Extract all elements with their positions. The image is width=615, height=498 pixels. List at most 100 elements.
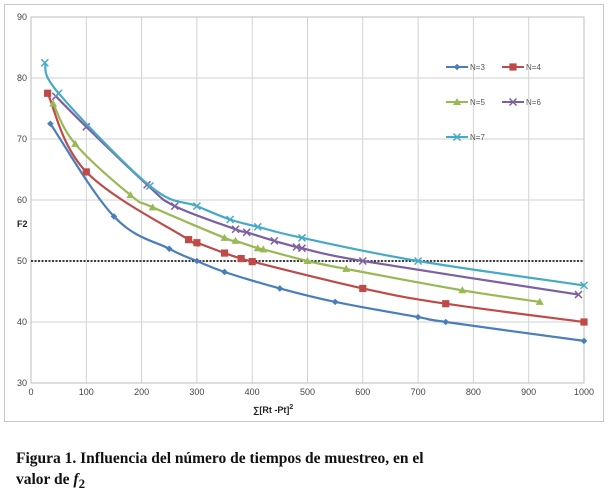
data-point — [54, 89, 63, 98]
data-point — [231, 236, 240, 244]
data-point — [276, 285, 284, 292]
y-tick-label: 80 — [17, 73, 27, 83]
caption-line-2-prefix: valor de — [16, 471, 74, 488]
series-line — [46, 92, 586, 324]
data-point — [342, 264, 351, 272]
data-point — [297, 233, 307, 242]
data-point — [221, 268, 228, 276]
data-point — [43, 89, 52, 97]
data-point — [110, 213, 118, 220]
x-tick-label: 900 — [521, 387, 536, 397]
data-point — [170, 202, 179, 211]
legend-label: N=4 — [526, 63, 541, 72]
x-tick-label: 100 — [79, 387, 94, 397]
legend-entry: N=3 — [446, 63, 485, 72]
data-point — [303, 257, 312, 264]
legend-entry: N=4 — [502, 63, 541, 72]
legend-entry: N=5 — [446, 98, 485, 107]
legend-entry: N=7 — [446, 132, 485, 142]
gridlines — [30, 16, 585, 384]
chart-frame: 30 40 50 60 70 80 90 0 100 200 300 400 500 600 700 800 9… — [4, 4, 604, 422]
data-point — [248, 258, 256, 266]
data-point — [40, 58, 49, 67]
y-axis-label: F2 — [17, 219, 28, 229]
x-tick-label: 500 — [300, 387, 315, 397]
legend: N=3 N=4 N=5 N=6 N=7 — [446, 63, 541, 142]
caption-line-1: Figura 1. Influencia del número de tiemp… — [16, 450, 424, 467]
data-point — [535, 297, 544, 305]
legend-marker — [509, 63, 517, 71]
data-point — [414, 313, 422, 321]
caption-line-2: valor de f2 — [16, 469, 496, 494]
series-n-7 — [40, 58, 589, 290]
series-line — [52, 102, 541, 303]
data-point — [226, 215, 235, 224]
data-point — [192, 202, 201, 211]
series-line — [49, 122, 586, 342]
y-tick-label: 30 — [17, 378, 27, 388]
x-tick-label: 400 — [245, 387, 260, 397]
series-n-4 — [43, 89, 588, 326]
data-point — [193, 239, 201, 247]
data-point — [193, 257, 201, 265]
data-point — [270, 236, 279, 245]
data-point — [359, 284, 367, 293]
legend-marker — [508, 97, 518, 107]
data-point — [580, 318, 588, 326]
series-n-5 — [49, 99, 544, 305]
data-point — [574, 290, 583, 299]
data-point — [220, 233, 229, 241]
data-point — [242, 228, 251, 237]
data-point — [414, 256, 423, 266]
caption-variable: f — [73, 471, 79, 488]
legend-marker — [453, 63, 461, 71]
data-point — [358, 256, 367, 266]
y-tick-label: 60 — [17, 195, 27, 205]
data-point — [231, 225, 240, 234]
legend-label: N=7 — [470, 133, 485, 142]
data-point — [220, 249, 229, 257]
y-tick-label: 70 — [17, 134, 27, 144]
x-axis-label-text: ∑[Rt -Pt] — [253, 405, 289, 415]
data-point — [82, 122, 91, 131]
series-line — [54, 95, 580, 296]
data-point — [442, 300, 450, 308]
data-point — [458, 286, 467, 294]
legend-label: N=3 — [470, 63, 485, 72]
y-tick-label: 90 — [17, 12, 27, 22]
data-point — [71, 139, 80, 147]
data-point — [47, 120, 54, 128]
data-point — [253, 244, 262, 252]
figure-caption: Figura 1. Influencia del número de tiemp… — [16, 448, 496, 494]
data-point — [49, 99, 58, 107]
data-point — [126, 191, 135, 199]
legend-label: N=6 — [526, 98, 541, 107]
x-tick-label: 1000 — [574, 387, 594, 397]
caption-variable-subscript: 2 — [78, 476, 86, 492]
x-axis-label: ∑[Rt -Pt]2 — [253, 404, 293, 415]
x-tick-label: 600 — [355, 387, 370, 397]
legend-label: N=5 — [470, 98, 485, 107]
data-point — [253, 222, 262, 231]
data-point — [237, 254, 245, 263]
plot-border — [30, 16, 585, 384]
series-group — [40, 58, 589, 345]
y-tick-label: 50 — [17, 256, 27, 266]
data-point — [82, 168, 90, 176]
x-tick-label: 800 — [466, 387, 481, 397]
x-axis-label-superscript: 2 — [289, 404, 293, 411]
legend-entry: N=6 — [502, 97, 541, 107]
y-tick-label: 40 — [17, 317, 27, 327]
data-point — [185, 236, 193, 244]
data-point — [579, 281, 589, 290]
x-tick-label: 300 — [189, 387, 204, 397]
data-point — [331, 298, 339, 306]
data-point — [297, 244, 307, 253]
data-point — [145, 181, 154, 191]
data-point — [259, 245, 268, 253]
x-tick-label: 700 — [411, 387, 426, 397]
data-point — [148, 203, 157, 211]
x-tick-label: 0 — [28, 387, 33, 397]
